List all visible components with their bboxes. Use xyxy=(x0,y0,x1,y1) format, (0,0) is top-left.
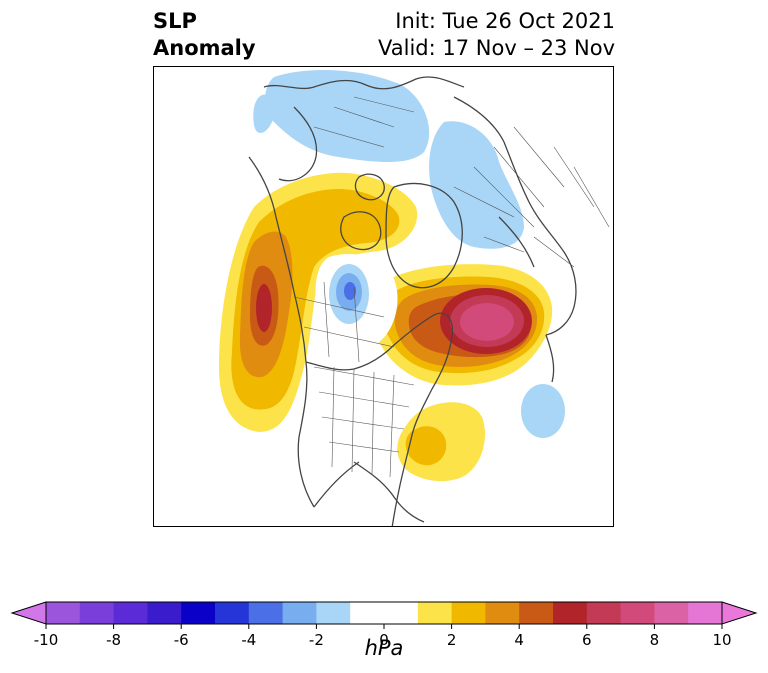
colorbar-segment xyxy=(620,602,655,624)
colorbar-segment xyxy=(113,602,148,624)
field-title-line1: SLP xyxy=(153,9,197,33)
colorbar-segment xyxy=(350,602,385,624)
valid-dates: Valid: 17 Nov – 23 Nov xyxy=(378,36,615,60)
colorbar-segment xyxy=(688,602,723,624)
colorbar-unit-label: hPa xyxy=(364,636,404,660)
colorbar-tick-label: 10 xyxy=(712,631,731,649)
colorbar-tick-label: -8 xyxy=(106,631,121,649)
colorbar-segments xyxy=(10,601,758,625)
russia-borders xyxy=(313,96,415,148)
field-title-line2: Anomaly xyxy=(153,36,256,60)
central-america-coast xyxy=(353,461,425,523)
colorbar-ticks: -10 -8 -6 -4 -2 0 2 4 6 8 10 xyxy=(34,624,732,649)
colorbar-segment xyxy=(417,602,453,624)
north-atlantic-low-shade xyxy=(521,384,565,438)
coastlines xyxy=(248,76,577,526)
date-title: Init: Tue 26 Oct 2021 Valid: 17 Nov – 23… xyxy=(378,8,615,62)
colorbar-under-arrow xyxy=(10,601,47,625)
colorbar-tick-label: -4 xyxy=(241,631,256,649)
colorbar-segment xyxy=(451,602,486,624)
pacific-edge-low-shade xyxy=(253,94,275,133)
arctic-islands-coast xyxy=(340,173,385,251)
arctic-low-shade xyxy=(265,70,430,162)
colorbar-segment xyxy=(384,602,419,624)
colorbar-segment xyxy=(586,602,622,624)
colorbar-segment xyxy=(79,602,115,624)
colorbar-segment xyxy=(147,602,182,624)
colorbar-tick-label: -6 xyxy=(174,631,189,649)
europe-asia-borders xyxy=(453,126,610,268)
colorbar-segment xyxy=(248,602,284,624)
colorbar-tick-label: 2 xyxy=(447,631,457,649)
colorbar-segment xyxy=(215,602,250,624)
colorbar-tick-label: 4 xyxy=(514,631,524,649)
colorbar-segment xyxy=(654,602,689,624)
us-state-lines xyxy=(313,366,415,478)
colorbar-tick-label: 8 xyxy=(650,631,660,649)
colorbar-segment xyxy=(316,602,351,624)
colorbar-segment xyxy=(553,602,588,624)
colorbar-tick-label: -10 xyxy=(34,631,59,649)
colorbar-tick-label: 6 xyxy=(582,631,592,649)
colorbar-tick-label: 0 xyxy=(379,631,389,649)
map-canvas xyxy=(219,70,610,526)
colorbar-segment xyxy=(181,602,216,624)
init-date: Init: Tue 26 Oct 2021 xyxy=(395,9,615,33)
colorbar-over-arrow xyxy=(721,601,758,625)
east-us-high-gold xyxy=(405,426,447,466)
colorbar-tick-label: -2 xyxy=(309,631,324,649)
colorbar-segment xyxy=(282,602,317,624)
colorbar-segment xyxy=(519,602,554,624)
political-boundaries xyxy=(293,96,610,478)
europe-coast xyxy=(453,96,577,383)
atlantic-high-core xyxy=(460,303,514,341)
greenland-coast xyxy=(385,182,463,289)
positive-anomaly-shading xyxy=(219,172,553,482)
alaska-high-core xyxy=(256,284,272,332)
field-title: SLP Anomaly xyxy=(153,8,256,62)
colorbar-segment xyxy=(46,602,81,624)
asia-coast xyxy=(263,76,465,182)
colorbar: -10 -8 -6 -4 -2 0 2 4 6 8 10 xyxy=(10,601,758,649)
north-america-coast xyxy=(248,156,453,526)
canada-province-lines xyxy=(293,281,395,363)
colorbar-segment xyxy=(485,602,520,624)
north-pacific-low-core-top xyxy=(344,282,356,300)
anomaly-map xyxy=(153,66,614,527)
siberia-low-shade xyxy=(429,121,524,249)
